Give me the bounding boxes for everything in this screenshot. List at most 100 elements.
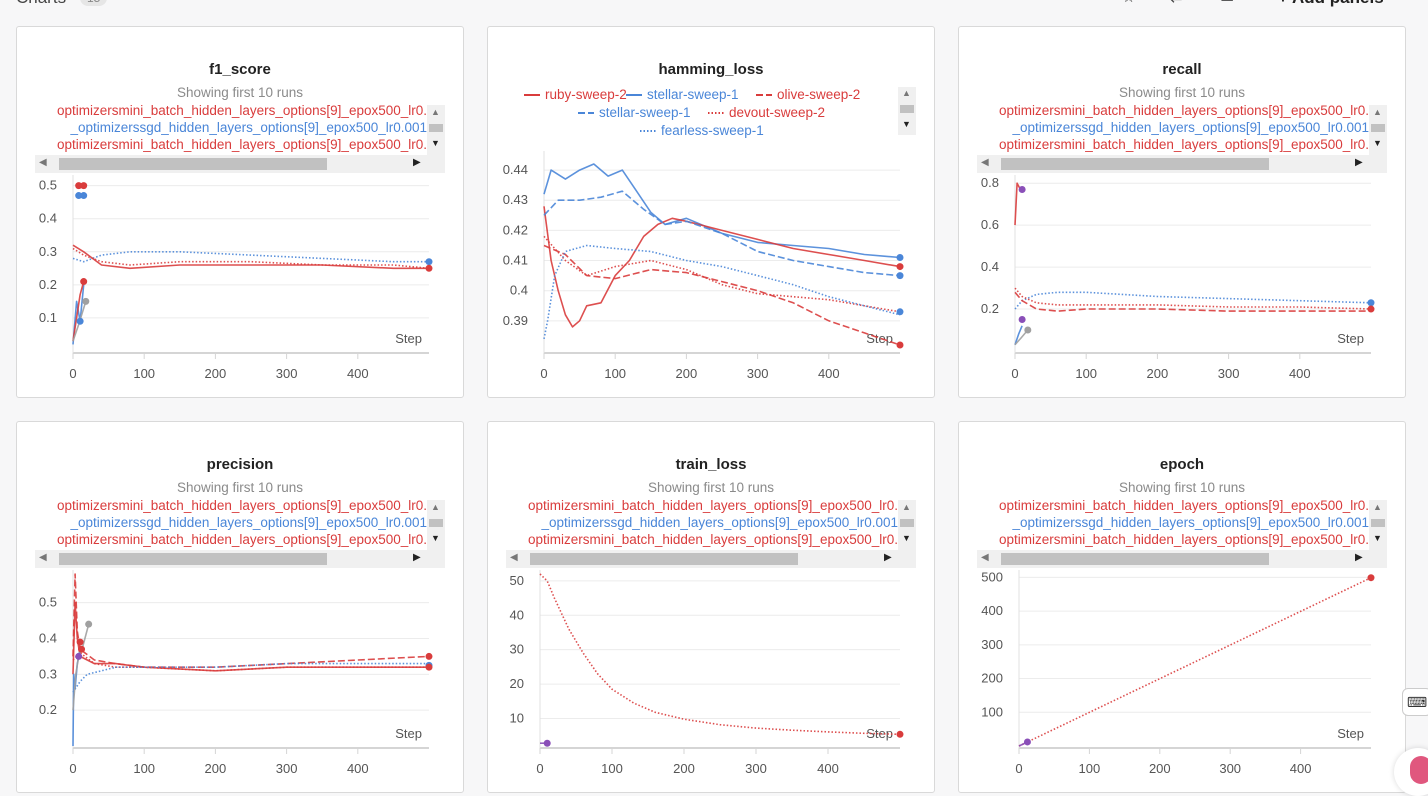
series-line[interactable] xyxy=(543,244,901,346)
series-line[interactable] xyxy=(543,244,901,340)
data-point[interactable] xyxy=(425,258,433,266)
data-point[interactable] xyxy=(80,192,88,200)
series-line[interactable] xyxy=(72,662,429,693)
scroll-down-icon[interactable]: ▼ xyxy=(431,533,440,543)
data-point[interactable] xyxy=(896,730,904,738)
plot-area[interactable]: 0.39 0.4 0.41 0.42 0.43 0.44 0 100 200 300 400 Step xyxy=(488,27,935,398)
data-point[interactable] xyxy=(75,652,83,660)
scroll-up-icon[interactable]: ▲ xyxy=(1373,107,1382,117)
legend-horizontal-scrollbar[interactable]: ◀ ▶ xyxy=(506,550,916,568)
series-line[interactable] xyxy=(543,163,901,259)
legend-item[interactable]: stellar-sweep-1 xyxy=(578,105,691,120)
scroll-down-icon[interactable]: ▼ xyxy=(431,138,440,148)
scroll-left-icon[interactable]: ◀ xyxy=(39,552,47,563)
scroll-up-icon[interactable]: ▲ xyxy=(902,88,911,98)
star-icon[interactable]: ☆ xyxy=(1122,0,1135,6)
plot-area[interactable]: 0.2 0.3 0.4 0.5 0 100 200 300 400 Step xyxy=(17,422,464,793)
run-legend-item[interactable]: optimizersmini_batch_hidden_layers_optio… xyxy=(57,105,427,118)
run-legend-item[interactable]: optimizersmini_batch_hidden_layers_optio… xyxy=(999,532,1369,547)
scroll-right-icon[interactable]: ▶ xyxy=(1355,552,1363,563)
series-line[interactable] xyxy=(1014,291,1371,312)
data-point[interactable] xyxy=(1367,574,1375,582)
series-line[interactable] xyxy=(72,573,430,668)
series-line[interactable] xyxy=(72,251,429,263)
series-line[interactable] xyxy=(1014,325,1023,345)
series-line[interactable] xyxy=(72,301,87,342)
data-point[interactable] xyxy=(76,317,84,325)
series-line[interactable] xyxy=(1014,287,1372,310)
run-legend-item[interactable]: optimizersmini_batch_hidden_layers_optio… xyxy=(57,500,427,513)
series-line[interactable] xyxy=(1014,291,1372,310)
data-point[interactable] xyxy=(80,278,88,286)
data-point[interactable] xyxy=(896,308,904,316)
scroll-up-icon[interactable]: ▲ xyxy=(431,502,440,512)
scroll-left-icon[interactable]: ◀ xyxy=(39,157,47,168)
legend-vertical-scrollbar[interactable]: ▲ ▼ xyxy=(1369,105,1387,163)
run-legend-item[interactable]: optimizersmini_batch_hidden_layers_optio… xyxy=(999,105,1369,118)
data-point[interactable] xyxy=(425,663,433,671)
scroll-up-icon[interactable]: ▲ xyxy=(431,107,440,117)
scroll-left-icon[interactable]: ◀ xyxy=(981,157,989,168)
plot-area[interactable]: 0.2 0.4 0.6 0.8 0 100 200 300 400 Step xyxy=(959,27,1406,398)
scroll-thumb[interactable] xyxy=(1001,553,1269,565)
scroll-left-icon[interactable]: ◀ xyxy=(510,552,518,563)
series-line[interactable] xyxy=(72,652,429,672)
scroll-thumb[interactable] xyxy=(1371,519,1385,527)
panel-layout-icon[interactable]: ▭ xyxy=(1220,0,1234,6)
legend-item[interactable]: devout-sweep-2 xyxy=(708,105,825,120)
scroll-right-icon[interactable]: ▶ xyxy=(413,157,421,168)
plot-area[interactable]: 10 20 30 40 50 0 100 200 300 400 Step xyxy=(488,422,935,793)
sort-icon[interactable]: ⇄ xyxy=(1170,0,1183,6)
scroll-up-icon[interactable]: ▲ xyxy=(902,502,911,512)
data-point[interactable] xyxy=(85,620,93,628)
legend-item[interactable]: ruby-sweep-2 xyxy=(524,87,627,102)
scroll-thumb[interactable] xyxy=(900,105,914,113)
run-legend-item[interactable]: optimizersmini_batch_hidden_layers_optio… xyxy=(528,500,898,513)
run-legend-item[interactable]: optimizersmini_batch_hidden_layers_optio… xyxy=(999,500,1369,513)
run-legend-item[interactable]: _optimizerssgd_hidden_layers_options[9]_… xyxy=(541,515,899,530)
series-line[interactable] xyxy=(72,244,429,270)
run-legend-item[interactable]: _optimizerssgd_hidden_layers_options[9]_… xyxy=(70,120,428,135)
run-legend-item[interactable]: optimizersmini_batch_hidden_layers_optio… xyxy=(528,532,898,547)
legend-vertical-scrollbar[interactable]: ▲ ▼ xyxy=(1369,500,1387,558)
series-line[interactable] xyxy=(543,206,901,328)
data-point[interactable] xyxy=(75,192,83,200)
scroll-thumb[interactable] xyxy=(900,519,914,527)
run-legend-item[interactable]: _optimizerssgd_hidden_layers_options[9]_… xyxy=(1012,515,1370,530)
scroll-right-icon[interactable]: ▶ xyxy=(884,552,892,563)
scroll-down-icon[interactable]: ▼ xyxy=(902,119,911,129)
legend-item[interactable]: fearless-sweep-1 xyxy=(640,123,764,138)
series-line[interactable] xyxy=(72,601,429,675)
translate-icon[interactable]: ⌨ xyxy=(1402,688,1428,716)
series-line[interactable] xyxy=(543,190,901,277)
data-point[interactable] xyxy=(896,254,904,262)
data-point[interactable] xyxy=(75,182,83,190)
chart-panel-precision[interactable]: precision Showing first 10 runs optimizers… xyxy=(16,421,464,793)
data-point[interactable] xyxy=(425,264,433,272)
legend-scrollbar[interactable]: ▲ ▼ xyxy=(898,87,916,135)
plot-area[interactable]: 100 200 300 400 500 0 100 200 300 400 Step xyxy=(959,422,1406,793)
section-title[interactable]: Charts xyxy=(16,0,66,8)
series-line[interactable] xyxy=(539,573,901,736)
scroll-down-icon[interactable]: ▼ xyxy=(1373,138,1382,148)
assistant-avatar[interactable] xyxy=(1394,748,1428,796)
plot-area[interactable]: 0.1 0.2 0.3 0.4 0.5 0 100 200 300 400 Step xyxy=(17,27,464,398)
chart-panel-recall[interactable]: recall Showing first 10 runs optimizersmin… xyxy=(958,26,1406,398)
data-point[interactable] xyxy=(1023,738,1031,746)
series-line[interactable] xyxy=(543,235,901,313)
scroll-thumb[interactable] xyxy=(530,553,798,565)
run-legend-item[interactable]: optimizersmini_batch_hidden_layers_optio… xyxy=(57,532,427,547)
chart-panel-epoch[interactable]: epoch Showing first 10 runs optimizersmini… xyxy=(958,421,1406,793)
data-point[interactable] xyxy=(543,739,551,747)
scroll-thumb[interactable] xyxy=(429,519,443,527)
run-legend-item[interactable]: _optimizerssgd_hidden_layers_options[9]_… xyxy=(70,515,428,530)
legend-item[interactable]: stellar-sweep-1 xyxy=(626,87,739,102)
data-point[interactable] xyxy=(1024,326,1032,334)
legend-item[interactable]: olive-sweep-2 xyxy=(756,87,860,102)
series-line[interactable] xyxy=(72,623,90,711)
run-legend-item[interactable]: _optimizerssgd_hidden_layers_options[9]_… xyxy=(1012,120,1370,135)
data-point[interactable] xyxy=(80,182,88,190)
legend-horizontal-scrollbar[interactable]: ◀ ▶ xyxy=(977,155,1387,173)
data-point[interactable] xyxy=(82,297,90,305)
scroll-thumb[interactable] xyxy=(429,124,443,132)
